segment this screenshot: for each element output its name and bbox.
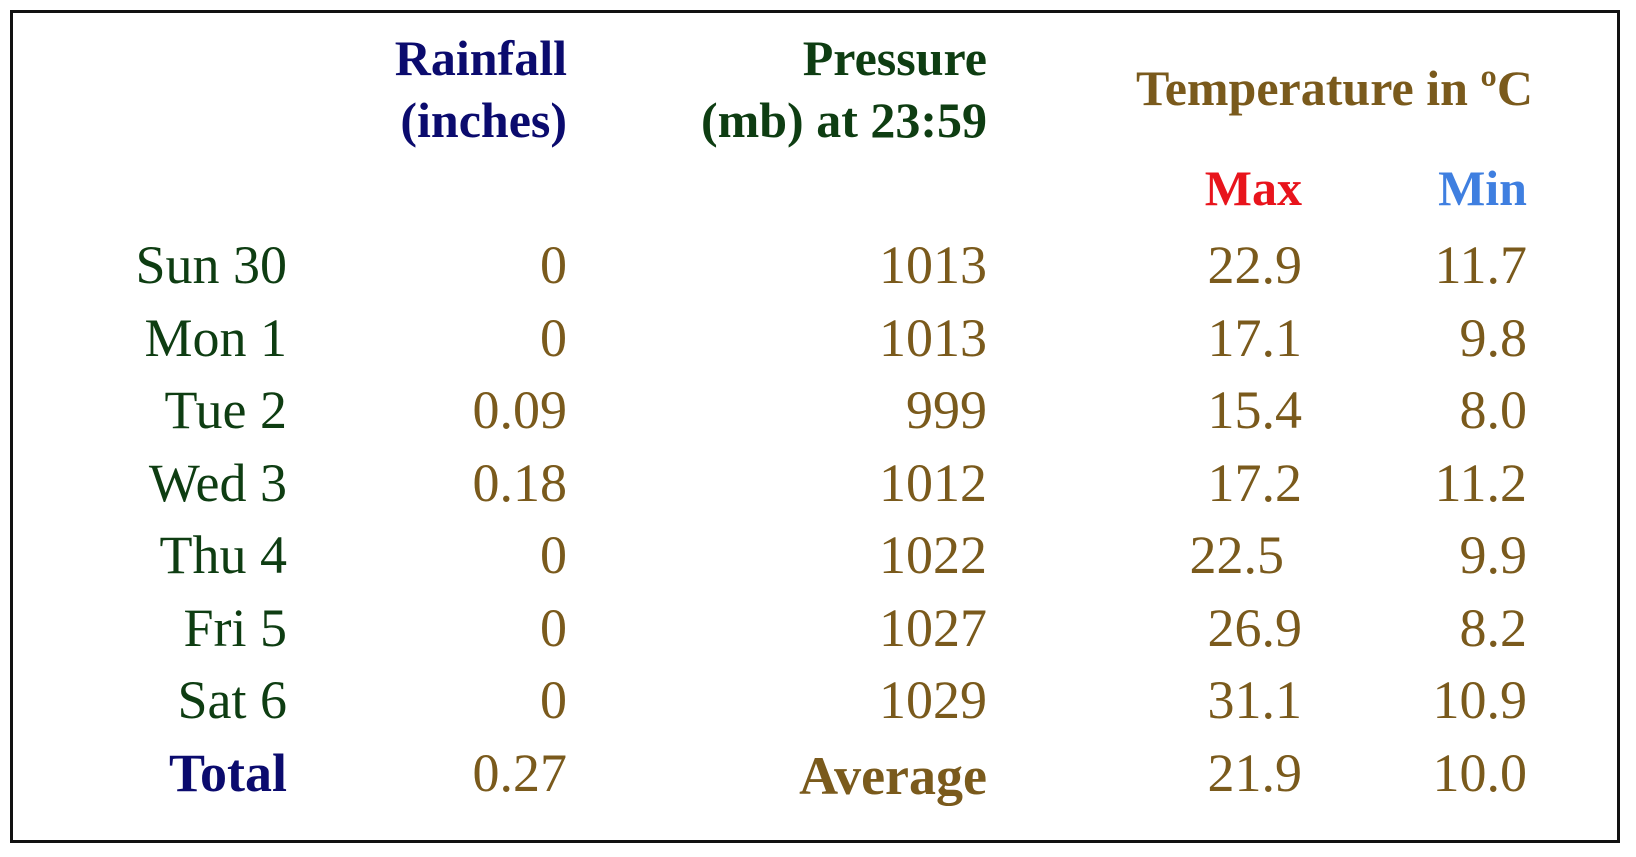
rainfall-value: 0 bbox=[540, 598, 567, 658]
rainfall-value: 0 bbox=[540, 525, 567, 585]
pressure-value: 999 bbox=[906, 380, 987, 440]
day-label: Tue 2 bbox=[164, 380, 287, 440]
day-label: Sat 6 bbox=[177, 670, 287, 730]
weather-table: Rainfall (inches) Pressure (mb) at 23:59… bbox=[10, 10, 1620, 843]
pressure-value: 1013 bbox=[879, 235, 987, 295]
min-temp-value: 9.9 bbox=[1459, 525, 1528, 585]
rainfall-value: 0 bbox=[540, 670, 567, 730]
pressure-value: 1013 bbox=[879, 308, 987, 368]
pressure-value: 1012 bbox=[879, 453, 987, 513]
max-average: 21.9 bbox=[1207, 743, 1303, 803]
min-temp-value: 10.9 bbox=[1432, 670, 1528, 730]
rainfall-value: 0.09 bbox=[472, 380, 568, 440]
max-temp-value: 17.1 bbox=[1207, 308, 1303, 368]
day-label: Wed 3 bbox=[148, 453, 287, 513]
min-header: Min bbox=[1438, 160, 1527, 216]
pressure-value: 1022 bbox=[879, 525, 987, 585]
max-temp-value: 26.9 bbox=[1207, 598, 1303, 658]
pressure-header-line1: Pressure bbox=[802, 30, 987, 86]
min-temp-value: 8.2 bbox=[1459, 598, 1528, 658]
day-label: Mon 1 bbox=[144, 308, 287, 368]
max-temp-value: 22.9 bbox=[1207, 235, 1303, 295]
day-label: Sun 30 bbox=[135, 235, 287, 295]
rainfall-value: 0 bbox=[540, 308, 567, 368]
rainfall-value: 0.18 bbox=[472, 453, 568, 513]
rainfall-header-line2: (inches) bbox=[400, 92, 567, 148]
max-temp-value: 17.2 bbox=[1207, 453, 1303, 513]
rainfall-header-line1: Rainfall bbox=[394, 30, 567, 86]
pressure-value: 1029 bbox=[879, 670, 987, 730]
min-average: 10.0 bbox=[1432, 743, 1528, 803]
max-temp-value: 15.4 bbox=[1207, 380, 1303, 440]
max-temp-value: 31.1 bbox=[1207, 670, 1303, 730]
max-header: Max bbox=[1204, 160, 1302, 216]
pressure-value: 1027 bbox=[879, 598, 987, 658]
min-temp-value: 11.7 bbox=[1434, 235, 1528, 295]
day-label: Thu 4 bbox=[159, 525, 288, 585]
rainfall-value: 0 bbox=[540, 235, 567, 295]
temperature-header: Temperature in ºC bbox=[1135, 60, 1533, 116]
total-label: Total bbox=[168, 743, 287, 803]
min-temp-value: 8.0 bbox=[1459, 380, 1528, 440]
pressure-header-line2: (mb) at 23:59 bbox=[700, 92, 987, 148]
min-temp-value: 11.2 bbox=[1434, 453, 1528, 513]
rainfall-total: 0.27 bbox=[472, 743, 568, 803]
max-temp-value: 22.5 bbox=[1189, 525, 1285, 585]
day-label: Fri 5 bbox=[183, 598, 287, 658]
average-label: Average bbox=[799, 746, 987, 806]
min-temp-value: 9.8 bbox=[1459, 308, 1528, 368]
